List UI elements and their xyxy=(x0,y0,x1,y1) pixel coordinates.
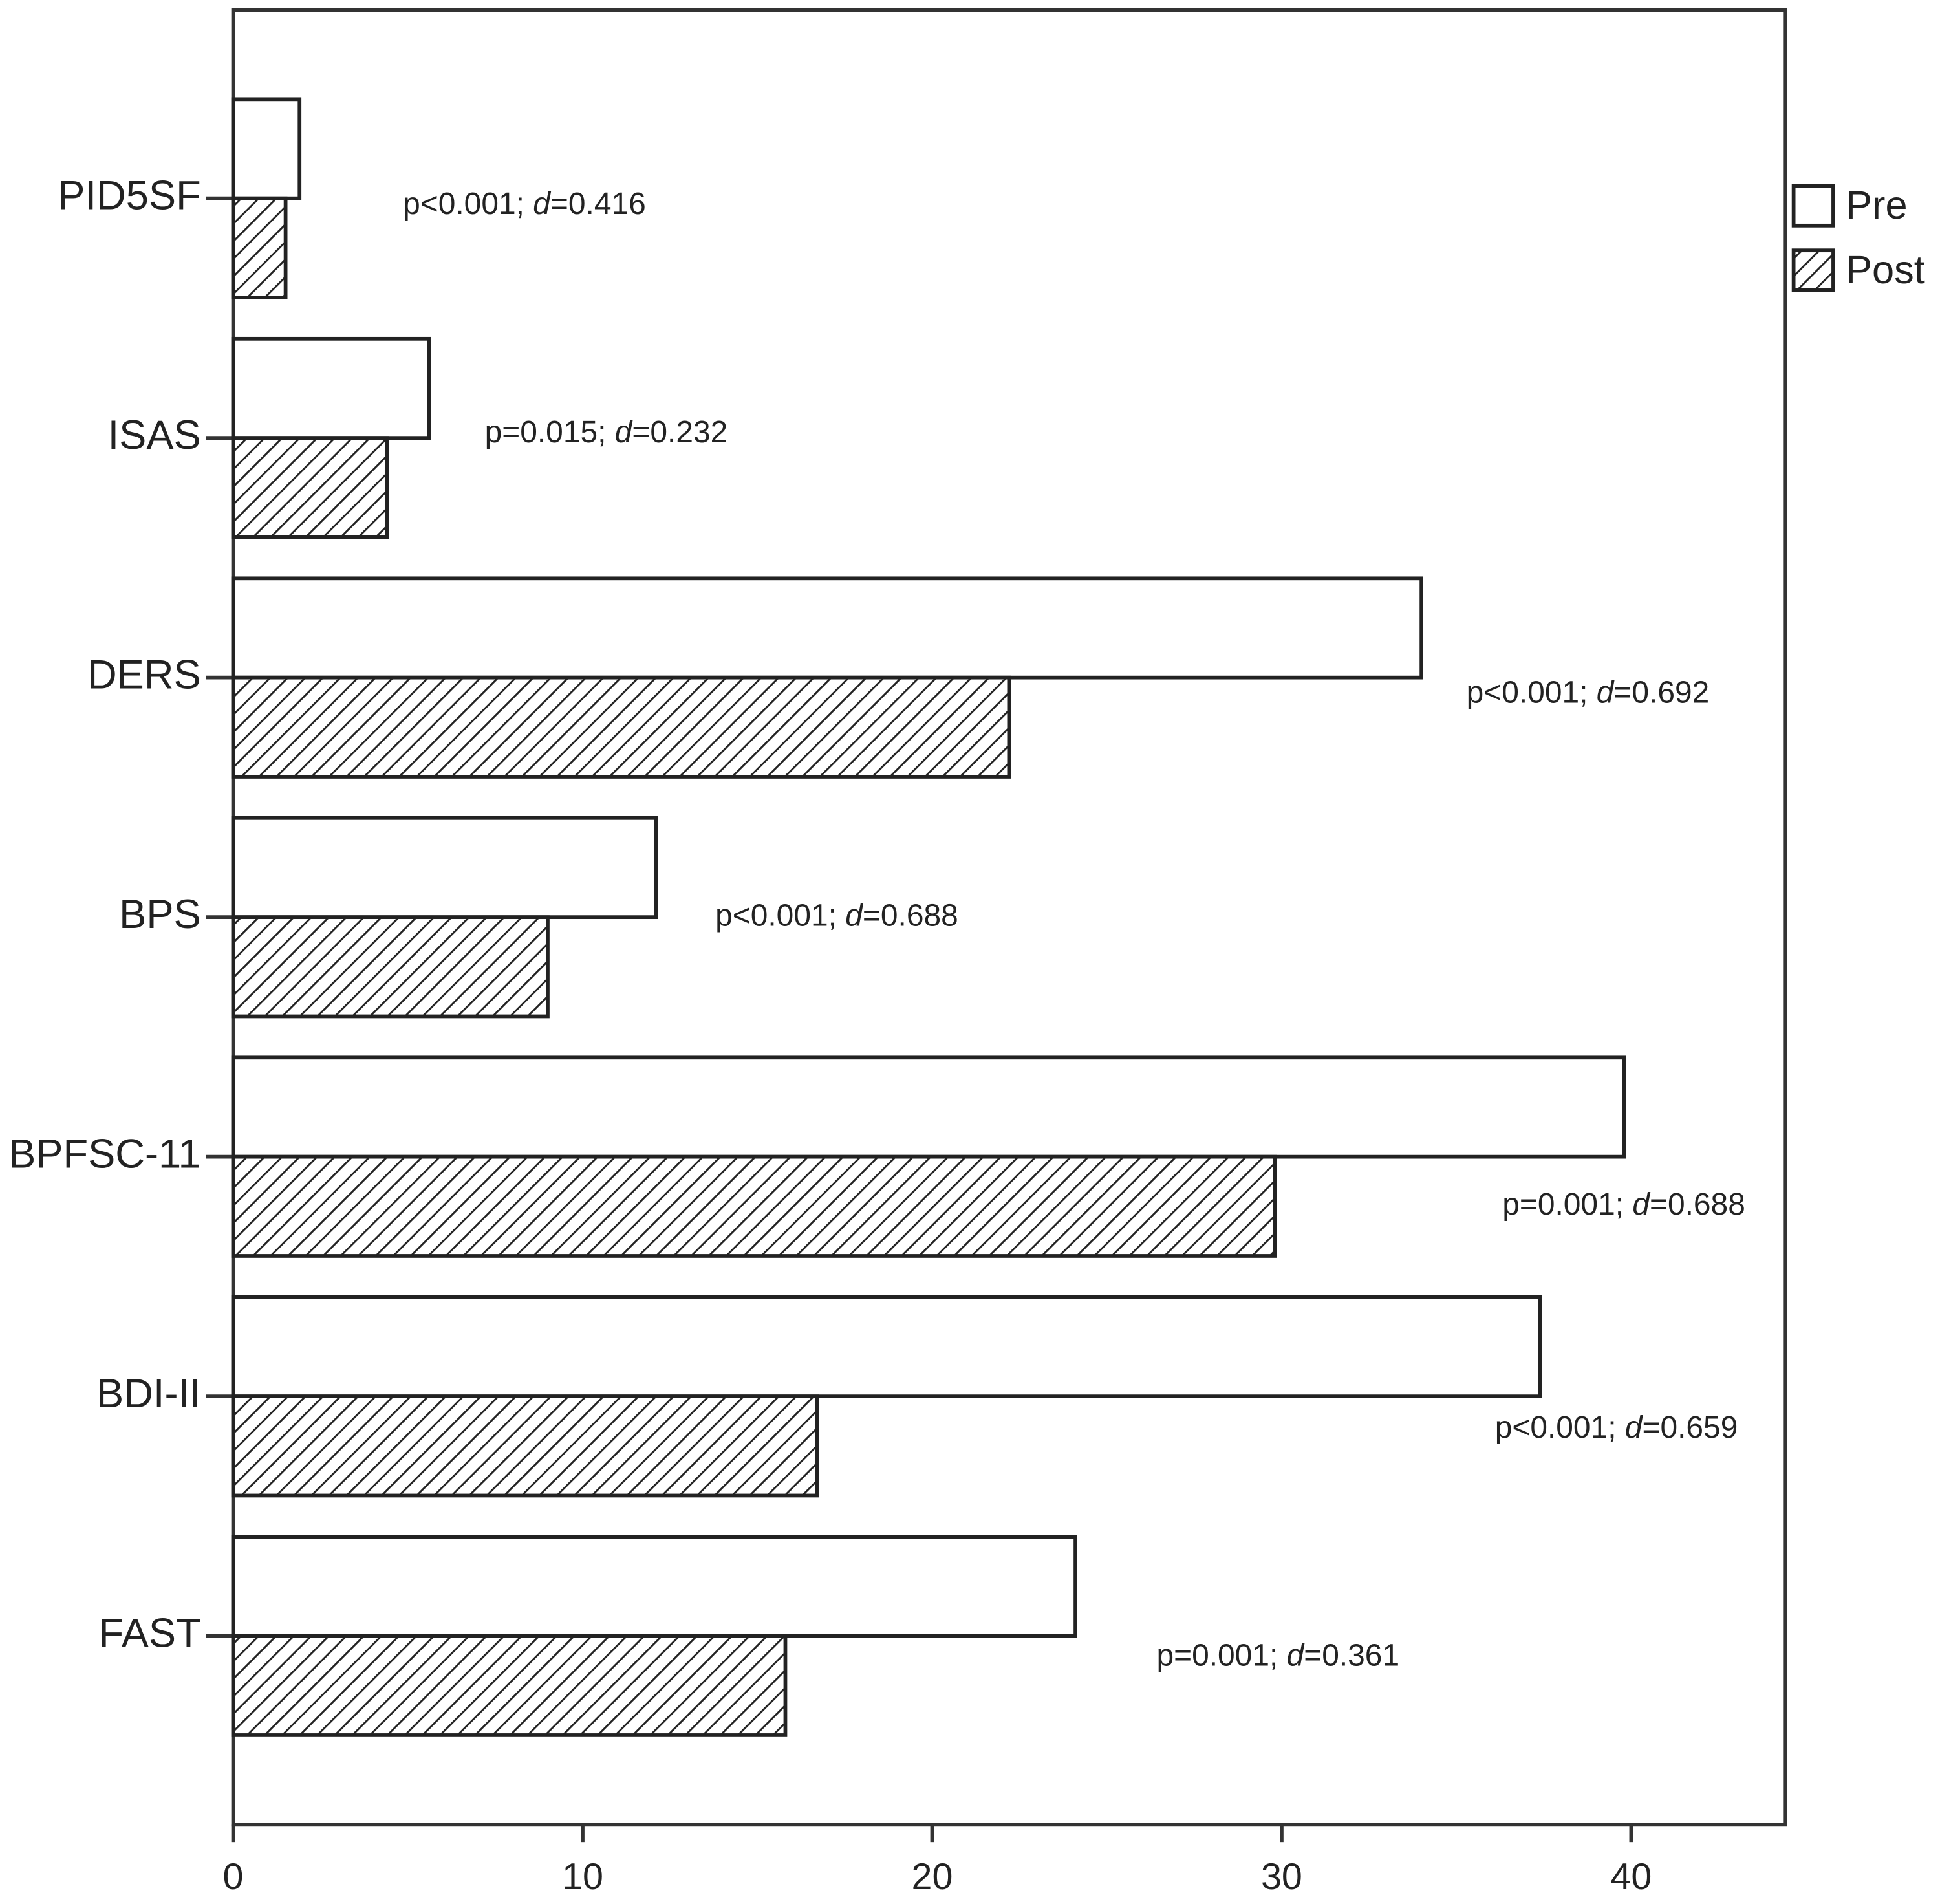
bar xyxy=(231,675,1011,779)
bar xyxy=(231,816,658,920)
bar xyxy=(231,336,431,440)
x-tick-label: 30 xyxy=(1261,1856,1302,1898)
annotation: p=0.001; d=0.688 xyxy=(1502,1187,1745,1222)
annotation: p=0.015; d=0.232 xyxy=(485,415,728,449)
bar xyxy=(231,1394,819,1498)
annotation: p<0.001; d=0.416 xyxy=(403,187,646,221)
bar xyxy=(231,1295,1542,1398)
annotation: p<0.001; d=0.659 xyxy=(1495,1411,1738,1445)
y-tick-label: BPFSC-11 xyxy=(8,1131,201,1176)
y-tick-label: PID5SF xyxy=(58,173,200,218)
x-tick-label: 20 xyxy=(911,1856,953,1898)
legend-swatch xyxy=(1791,184,1835,228)
y-tick-label: DERS xyxy=(87,652,201,697)
x-tick-label: 10 xyxy=(562,1856,603,1898)
bar xyxy=(231,1055,1626,1159)
y-tick-label: FAST xyxy=(99,1610,201,1656)
y-tick-label: ISAS xyxy=(108,413,201,458)
bar xyxy=(231,436,389,539)
annotation: p<0.001; d=0.692 xyxy=(1467,675,1710,709)
y-tick-label: BDI-II xyxy=(96,1371,201,1416)
legend-swatch xyxy=(1791,248,1835,292)
bar xyxy=(231,915,550,1019)
bar xyxy=(231,97,302,200)
annotation: p=0.001; d=0.361 xyxy=(1156,1638,1399,1672)
legend-label: Post xyxy=(1846,247,1925,292)
x-tick-label: 0 xyxy=(223,1856,244,1898)
bar xyxy=(231,1634,788,1737)
annotation: p<0.001; d=0.688 xyxy=(715,898,958,933)
bar xyxy=(231,576,1423,680)
bar xyxy=(231,1154,1277,1258)
bar xyxy=(231,196,288,299)
bar xyxy=(231,1535,1077,1638)
y-tick-label: BPS xyxy=(119,892,201,937)
x-tick-label: 40 xyxy=(1610,1856,1652,1898)
legend-label: Pre xyxy=(1846,182,1907,227)
